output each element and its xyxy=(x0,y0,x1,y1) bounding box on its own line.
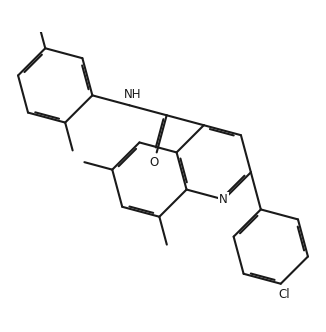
Text: N: N xyxy=(219,193,228,206)
Text: NH: NH xyxy=(124,88,141,101)
Text: O: O xyxy=(149,156,158,169)
Text: Cl: Cl xyxy=(278,289,289,301)
